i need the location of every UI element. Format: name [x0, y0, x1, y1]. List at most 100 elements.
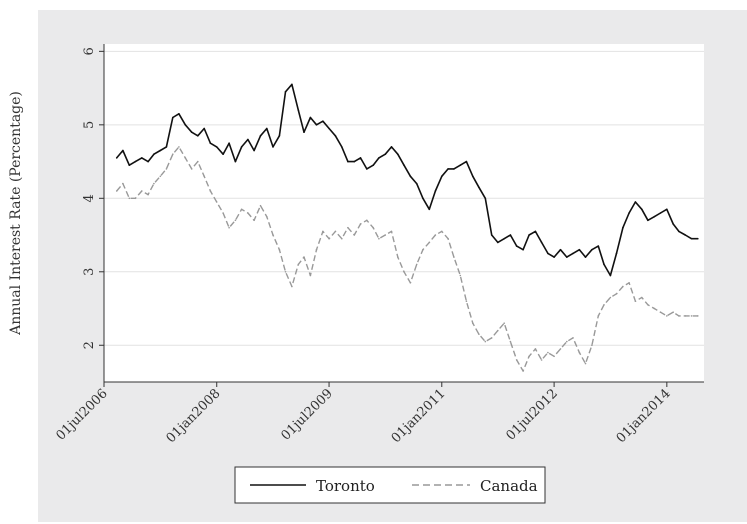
data-point-toronto-21: [247, 138, 249, 141]
data-point-toronto-58: [478, 186, 480, 189]
data-point-canada-31: [309, 274, 312, 277]
data-point-toronto-93: [697, 237, 699, 240]
data-point-canada-87: [659, 311, 662, 314]
data-point-canada-5: [147, 193, 149, 196]
data-point-toronto-1: [122, 149, 124, 152]
data-point-canada-13: [197, 160, 199, 163]
data-point-toronto-14: [203, 127, 205, 130]
data-point-canada-88: [666, 315, 668, 317]
data-point-canada-63: [509, 340, 512, 343]
data-point-toronto-7: [159, 149, 162, 152]
data-point-canada-65: [522, 370, 524, 372]
data-point-canada-53: [447, 237, 449, 240]
y-ticks: 2 3 4 5 6: [82, 47, 104, 349]
data-point-canada-22: [253, 219, 255, 222]
data-point-toronto-53: [447, 168, 449, 170]
data-point-toronto-76: [591, 248, 593, 251]
data-point-toronto-70: [553, 256, 555, 258]
data-point-toronto-4: [141, 157, 143, 159]
data-point-toronto-51: [434, 190, 437, 192]
data-point-toronto-72: [566, 256, 568, 258]
data-point-canada-4: [141, 190, 143, 192]
data-point-toronto-8: [165, 146, 168, 148]
data-point-canada-9: [172, 153, 174, 155]
data-point-toronto-24: [266, 127, 268, 130]
data-point-toronto-23: [259, 135, 262, 137]
data-point-toronto-2: [128, 164, 131, 166]
data-point-toronto-31: [309, 116, 312, 119]
legend: Toronto Canada: [234, 466, 546, 504]
y-tick-label: 4: [82, 194, 97, 202]
data-point-toronto-88: [666, 208, 668, 211]
data-point-canada-40: [366, 219, 368, 222]
data-point-canada-51: [434, 234, 437, 236]
data-point-toronto-44: [390, 146, 393, 148]
data-point-canada-90: [678, 315, 680, 317]
data-point-canada-7: [159, 175, 162, 178]
data-point-canada-93: [697, 315, 699, 317]
data-point-canada-29: [297, 263, 300, 266]
data-point-canada-78: [603, 304, 605, 306]
data-point-toronto-32: [315, 124, 318, 126]
data-point-canada-28: [291, 285, 293, 288]
data-point-toronto-57: [472, 175, 474, 178]
data-point-canada-72: [566, 340, 568, 343]
data-point-toronto-67: [534, 230, 537, 233]
data-point-canada-75: [584, 362, 587, 365]
data-point-toronto-84: [641, 208, 643, 211]
data-point-canada-8: [165, 168, 168, 170]
data-point-toronto-91: [684, 234, 687, 236]
data-point-canada-76: [591, 344, 593, 347]
data-point-toronto-26: [278, 135, 281, 137]
data-point-toronto-48: [415, 182, 418, 185]
data-point-toronto-0: [115, 157, 118, 159]
data-point-canada-45: [397, 256, 399, 258]
data-point-canada-44: [390, 230, 393, 233]
data-point-toronto-71: [559, 248, 562, 251]
data-point-canada-0: [115, 190, 118, 192]
data-point-canada-12: [190, 168, 193, 170]
data-point-toronto-46: [403, 164, 405, 166]
data-point-canada-47: [409, 282, 412, 284]
data-point-toronto-22: [253, 149, 255, 152]
data-point-canada-61: [497, 329, 499, 332]
legend-label-canada: Canada: [480, 477, 538, 495]
data-point-toronto-89: [672, 223, 674, 225]
data-point-canada-67: [534, 348, 537, 350]
data-point-canada-54: [453, 256, 455, 258]
data-point-canada-50: [428, 241, 431, 244]
data-point-toronto-17: [222, 153, 224, 155]
data-point-toronto-28: [291, 83, 293, 86]
data-point-canada-83: [634, 300, 637, 303]
data-point-toronto-49: [422, 197, 424, 200]
data-point-canada-39: [359, 223, 362, 225]
data-point-toronto-34: [328, 127, 330, 130]
data-point-toronto-13: [197, 135, 199, 137]
data-point-canada-58: [478, 333, 480, 336]
series-toronto: [115, 83, 699, 277]
data-point-canada-38: [353, 234, 356, 236]
data-point-toronto-85: [647, 219, 649, 222]
data-point-canada-43: [384, 234, 387, 236]
data-point-toronto-41: [372, 164, 375, 166]
data-point-toronto-50: [428, 208, 431, 211]
data-point-canada-24: [266, 215, 268, 218]
data-point-canada-23: [259, 204, 262, 207]
data-point-canada-6: [153, 182, 155, 185]
data-point-toronto-77: [597, 245, 600, 247]
data-point-toronto-18: [228, 142, 230, 144]
data-point-canada-41: [372, 226, 375, 229]
data-point-canada-15: [209, 190, 212, 192]
data-point-toronto-69: [547, 252, 549, 255]
data-point-toronto-78: [603, 263, 605, 266]
plot-area: [104, 44, 704, 382]
data-point-toronto-82: [628, 212, 630, 214]
data-point-toronto-30: [303, 131, 305, 133]
series-canada: [115, 146, 699, 372]
data-point-toronto-73: [572, 252, 574, 255]
data-point-toronto-80: [615, 252, 618, 255]
data-point-toronto-52: [441, 175, 443, 178]
data-point-canada-52: [441, 230, 443, 233]
data-point-canada-74: [578, 351, 581, 354]
